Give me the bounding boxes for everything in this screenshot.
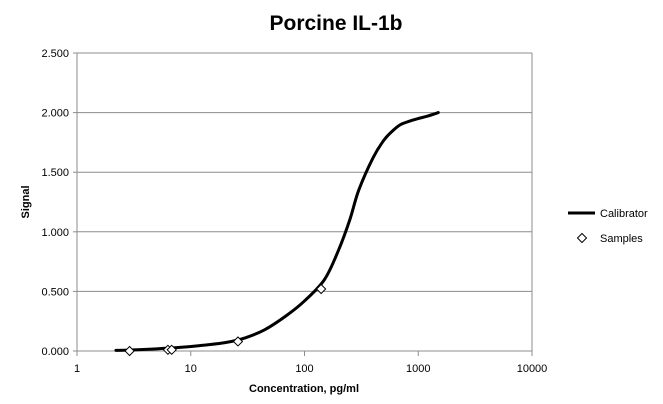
chart-title: Porcine IL-1b [269,12,402,35]
x-tick-label: 10 [185,363,197,375]
x-axis-label: Concentration, pg/ml [249,383,359,395]
sample-point [315,283,327,295]
x-tick-label: 1 [74,363,80,375]
y-axis-label: Signal [20,185,32,218]
tick-labels: 0.000 0.500 1.000 1.500 2.000 2.500 1 10 100 1000… [41,48,547,375]
legend-calibrator-label: Calibrator [600,208,648,220]
legend-samples-swatch [576,232,588,244]
x-tick-label: 10000 [517,363,548,375]
sample-point [232,336,244,347]
y-tick-label: 1.500 [41,167,69,179]
x-tick-label: 100 [295,363,313,375]
legend: Calibrator Samples [568,208,648,245]
axes [73,52,533,356]
legend-samples-label: Samples [600,233,643,245]
sample-point [166,344,177,356]
gridlines [77,52,532,292]
x-tick-label: 1000 [406,363,430,375]
y-tick-label: 0.500 [41,286,69,298]
y-tick-label: 2.000 [41,108,69,120]
y-tick-label: 0.000 [41,346,69,358]
series-layer [114,111,440,357]
calibrator-curve [114,111,440,352]
sample-point [124,345,135,357]
y-tick-label: 2.500 [41,48,69,60]
y-tick-label: 1.000 [41,227,69,239]
